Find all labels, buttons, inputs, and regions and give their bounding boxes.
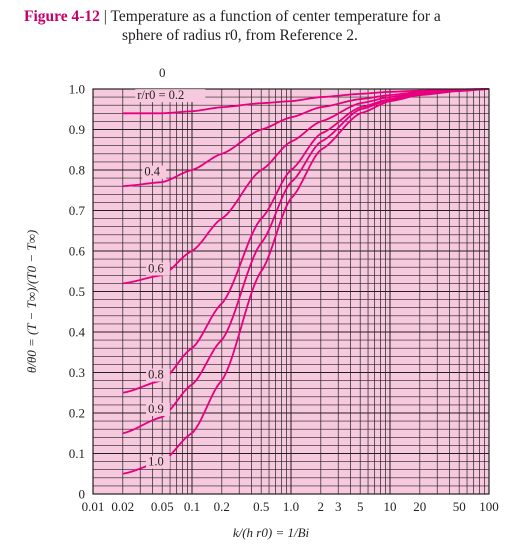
y-tick-label: 0.3 bbox=[69, 365, 85, 380]
curve-label-1: 0.4 bbox=[144, 165, 160, 179]
y-tick-label: 1.0 bbox=[69, 82, 85, 97]
curve-label-2: 0.6 bbox=[148, 261, 164, 275]
curve-label-bg bbox=[142, 165, 167, 179]
caption-separator: | bbox=[103, 8, 107, 25]
curves bbox=[122, 88, 490, 475]
curve-5 bbox=[122, 88, 490, 475]
x-tick-label: 0.01 bbox=[82, 499, 105, 514]
y-tick-label: 0.5 bbox=[69, 284, 85, 299]
curve-label-0: r/r0 = 0.2 bbox=[137, 88, 184, 102]
x-tick-label: 0.02 bbox=[111, 499, 134, 514]
curve-label-bg bbox=[146, 403, 170, 416]
y-tick-label: 0.1 bbox=[69, 446, 85, 461]
caption-text-line1: Temperature as a function of center temp… bbox=[110, 8, 441, 25]
x-tick-label: 10 bbox=[384, 499, 397, 514]
y-tick-label: 0 bbox=[79, 487, 86, 502]
y-tick-label: 0.7 bbox=[69, 203, 86, 218]
y-tick-label: 0.9 bbox=[69, 122, 85, 137]
x-tick-label: 2 bbox=[318, 499, 325, 514]
curve-label-5: 1.0 bbox=[148, 455, 164, 469]
curve-label-bg bbox=[146, 368, 170, 382]
figure-label: Figure 4-12 bbox=[24, 8, 100, 25]
x-tick-label: 0.1 bbox=[184, 499, 200, 514]
y-tick-label: 0.8 bbox=[69, 163, 85, 178]
curve-1 bbox=[122, 88, 490, 188]
x-tick-label: 20 bbox=[413, 499, 426, 514]
figure-caption: Figure 4-12 | Temperature as a function … bbox=[24, 7, 504, 45]
y-tick-label: 0.4 bbox=[69, 325, 86, 340]
x-tick-label: 0.5 bbox=[253, 499, 269, 514]
x-tick-label: 100 bbox=[479, 499, 499, 514]
x-axis-label: k/(h r0) = 1/Bi bbox=[233, 525, 310, 540]
top-axis-label: 0 bbox=[159, 65, 166, 80]
caption-text-line2: sphere of radius r0, from Reference 2. bbox=[122, 27, 358, 44]
curve-label-bg bbox=[146, 455, 170, 469]
plot-frame bbox=[92, 88, 490, 495]
curve-0 bbox=[122, 88, 490, 115]
y-axis-label: θ/θ0 = (T − T∞)/(T0 − T∞) bbox=[24, 230, 39, 373]
y-axis-label-text: θ/θ0 = (T − T∞)/(T0 − T∞) bbox=[24, 230, 39, 373]
y-tick-label: 0.2 bbox=[69, 406, 85, 421]
curve-label-3: 0.8 bbox=[148, 368, 164, 382]
x-tick-label: 0.2 bbox=[214, 499, 230, 514]
curve-labels: r/r0 = 0.2 0.4 0.6 0.8 0.9 1.0 bbox=[135, 88, 206, 469]
curve-label-4: 0.9 bbox=[148, 402, 164, 416]
x-axis-label-text: k/(h r0) = 1/Bi bbox=[233, 525, 310, 540]
x-tick-label: 1.0 bbox=[283, 499, 299, 514]
x-tick-label: 3 bbox=[335, 499, 342, 514]
curve-label-bg bbox=[146, 262, 170, 276]
y-tick-label: 0.6 bbox=[69, 244, 86, 259]
curve-label-bg bbox=[135, 89, 206, 103]
x-tick-label: 50 bbox=[453, 499, 466, 514]
x-tick-label: 0.05 bbox=[151, 499, 174, 514]
x-tick-label: 5 bbox=[357, 499, 364, 514]
x-tick-labels: 0.01 0.02 0.05 0.1 0.2 0.5 1.0 2 3 5 10 20 50 100 bbox=[82, 499, 499, 514]
y-tick-labels: 0 0.1 0.2 0.3 0.4 0.5 0.6 0.7 0.8 0.9 1.0 bbox=[69, 82, 86, 502]
